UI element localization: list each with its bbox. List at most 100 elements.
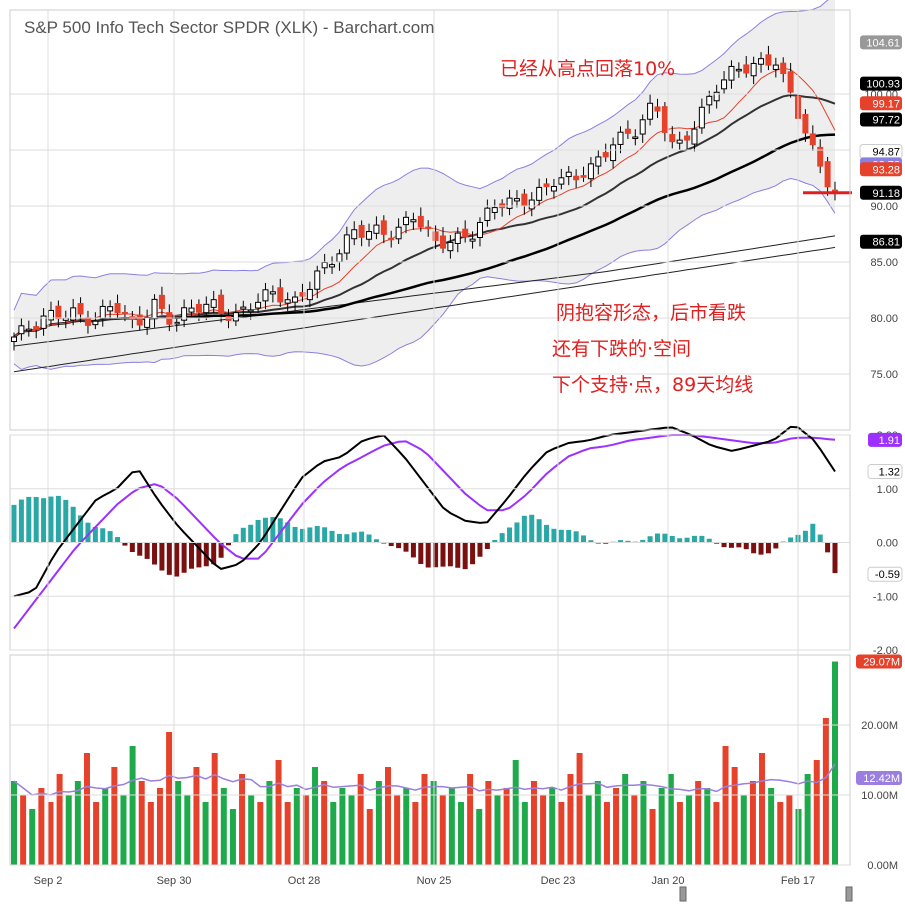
candle-body	[410, 219, 417, 223]
volume-tick-label: 20.00M	[861, 720, 898, 732]
macd-histogram-bar	[270, 516, 276, 543]
macd-histogram-bar	[189, 542, 195, 569]
candle-body	[669, 134, 676, 143]
candle-body	[144, 316, 151, 328]
price-panel	[11, 0, 852, 373]
candle-body	[121, 311, 128, 315]
volume-bar	[74, 781, 81, 865]
volume-average-line	[13, 763, 836, 796]
macd-histogram-bar	[33, 497, 39, 543]
macd-panel	[11, 425, 838, 630]
macd-histogram-bar	[573, 531, 579, 543]
price-tick-label: 85.00	[870, 257, 898, 269]
volume-badge	[856, 654, 902, 669]
candle-body	[92, 320, 99, 326]
volume-bar	[749, 781, 756, 865]
macd-histogram-bar	[344, 534, 350, 543]
macd-histogram-bar	[122, 542, 128, 546]
volume-bar	[156, 788, 163, 865]
macd-histogram-bar	[817, 534, 823, 543]
candle-body	[484, 207, 491, 221]
candle-body	[321, 262, 328, 269]
candle-body	[543, 183, 550, 188]
volume-badge	[856, 771, 902, 786]
macd-histogram-bar	[196, 542, 202, 568]
macd-histogram-bar	[536, 519, 542, 543]
candle-body	[329, 264, 336, 268]
macd-histogram-bar	[521, 515, 527, 543]
candle-body	[706, 95, 713, 106]
macd-histogram-bar	[433, 542, 439, 568]
macd-histogram-bar	[388, 542, 394, 547]
scroll-handle-left[interactable]	[679, 886, 687, 902]
candle-body	[136, 314, 143, 326]
volume-bar	[549, 788, 556, 865]
candle-body	[380, 220, 387, 235]
macd-histogram-bar	[699, 535, 705, 543]
candle-body	[617, 131, 624, 145]
macd-histogram-bar	[373, 539, 379, 543]
volume-bar	[284, 802, 291, 865]
macd-histogram-bar	[255, 520, 261, 543]
price-badge	[860, 112, 902, 127]
volume-bar	[385, 767, 392, 865]
candle-body	[602, 152, 609, 158]
macd-histogram-bar	[137, 542, 143, 556]
macd-histogram-bar	[566, 529, 572, 543]
ma-200-line	[13, 246, 836, 373]
macd-histogram-bar	[225, 542, 231, 546]
macd-histogram-bar	[529, 514, 535, 543]
candle-body	[47, 309, 54, 321]
chart-title: S&P 500 Info Tech Sector SPDR (XLK) - Ba…	[24, 18, 435, 37]
volume-bar	[29, 809, 36, 865]
candle-body	[33, 326, 40, 330]
macd-histogram-bar	[26, 496, 32, 543]
candle-body	[299, 292, 306, 297]
macd-histogram-bar	[70, 506, 76, 543]
candle-body	[99, 305, 106, 319]
macd-histogram-bar	[558, 529, 564, 543]
candle-body	[676, 139, 683, 144]
volume-bar	[229, 809, 236, 865]
scroll-handle-right[interactable]	[845, 886, 853, 902]
macd-histogram-bar	[410, 542, 416, 558]
volume-tick-label: 0.00M	[867, 860, 898, 872]
macd-histogram-bar	[144, 542, 150, 559]
candle-body	[262, 289, 269, 302]
candle-body	[388, 237, 395, 241]
volume-bar	[813, 760, 820, 865]
volume-bar	[530, 781, 537, 865]
price-badge	[860, 185, 902, 200]
candle-body	[395, 226, 402, 240]
candle-body	[462, 228, 469, 238]
x-tick-label: Sep 2	[34, 875, 63, 887]
volume-bar	[686, 795, 693, 865]
macd-tick-label: 1.00	[877, 484, 898, 496]
price-badge-label: 91.18	[872, 188, 900, 200]
volume-bar	[786, 795, 793, 865]
volume-bar	[622, 774, 629, 865]
macd-histogram-bar	[292, 526, 298, 543]
volume-bar	[832, 661, 838, 865]
candle-body	[269, 291, 276, 295]
volume-bar	[512, 760, 519, 865]
volume-bar	[777, 802, 784, 865]
candle-body	[735, 68, 742, 72]
macd-histogram-bar	[285, 522, 291, 543]
macd-histogram-bar	[366, 534, 372, 543]
macd-histogram-bar	[425, 542, 431, 568]
volume-bar	[822, 718, 829, 865]
volume-bar	[302, 795, 309, 865]
candle-body	[728, 65, 735, 81]
macd-tick-label: 0.00	[877, 538, 898, 550]
macd-histogram-bar	[647, 536, 653, 543]
volume-bar	[248, 795, 255, 865]
volume-bar	[257, 802, 264, 865]
price-tick-label: 80.00	[870, 313, 898, 325]
candle-body	[358, 224, 365, 238]
candle-body	[77, 303, 84, 315]
macd-badge	[868, 432, 902, 447]
candle-body	[255, 301, 262, 309]
macd-histogram-bar	[166, 542, 172, 575]
